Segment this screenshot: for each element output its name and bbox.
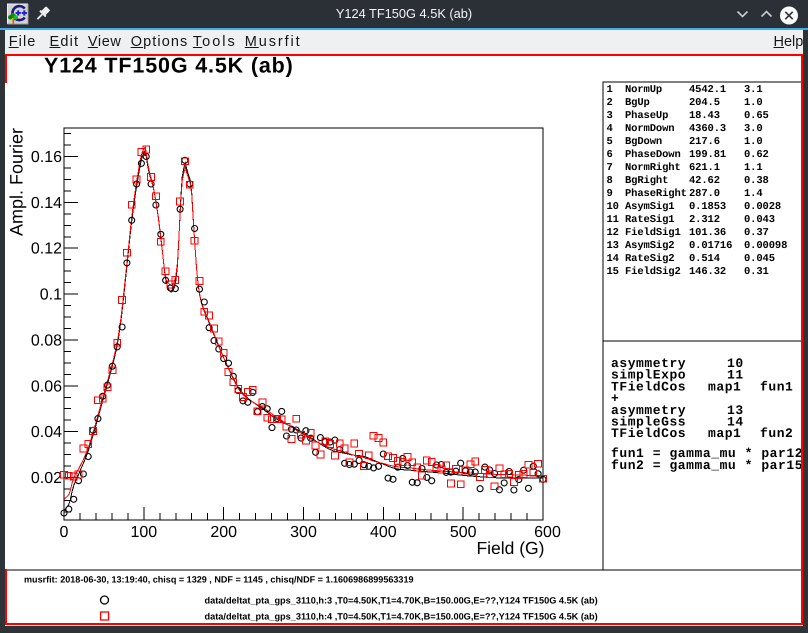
svg-text:15: 15 [607, 266, 619, 278]
svg-text:data/deltat_pta_gps_3110,h:4 ,: data/deltat_pta_gps_3110,h:4 ,T0=4.50K,T… [205, 612, 598, 622]
svg-text:NormUp: NormUp [625, 84, 662, 96]
svg-text:2.312: 2.312 [689, 214, 720, 226]
svg-text:0.16: 0.16 [31, 149, 62, 166]
svg-text:0.31: 0.31 [744, 266, 769, 278]
svg-text:0.045: 0.045 [744, 253, 775, 265]
svg-text:42.62: 42.62 [689, 175, 720, 187]
svg-text:0.38: 0.38 [744, 175, 769, 187]
svg-text:0.0028: 0.0028 [744, 201, 781, 213]
svg-text:Ampl. Fourier: Ampl. Fourier [7, 128, 27, 236]
svg-text:0.62: 0.62 [744, 149, 769, 161]
svg-text:101.36: 101.36 [689, 227, 726, 239]
svg-text:3.1: 3.1 [744, 84, 763, 96]
svg-text:PhaseDown: PhaseDown [625, 149, 681, 161]
svg-text:18.43: 18.43 [689, 110, 720, 122]
svg-text:0.06: 0.06 [31, 378, 62, 395]
svg-text:PhaseRight: PhaseRight [625, 188, 687, 200]
svg-text:fun2: fun2 [760, 426, 793, 441]
svg-text:simpleGss: simpleGss [611, 415, 686, 430]
svg-text:4360.3: 4360.3 [689, 123, 726, 135]
svg-text:NormDown: NormDown [625, 123, 674, 135]
svg-text:1: 1 [607, 84, 613, 96]
svg-text:1.0: 1.0 [744, 97, 763, 109]
svg-text:TFieldCos: TFieldCos [611, 379, 686, 394]
svg-text:AsymSig2: AsymSig2 [625, 240, 674, 252]
svg-text:13: 13 [607, 240, 619, 252]
svg-text:1.0: 1.0 [744, 136, 763, 148]
svg-text:map1: map1 [708, 379, 741, 394]
svg-text:199.81: 199.81 [689, 149, 726, 161]
svg-text:0: 0 [60, 524, 69, 541]
svg-text:10: 10 [607, 201, 619, 213]
svg-text:BgUp: BgUp [625, 97, 650, 109]
svg-text:data/deltat_pta_gps_3110,h:3 ,: data/deltat_pta_gps_3110,h:3 ,T0=4.50K,T… [205, 596, 598, 606]
svg-text:600: 600 [534, 524, 561, 541]
svg-text:287.0: 287.0 [689, 188, 720, 200]
svg-text:TFieldCos: TFieldCos [611, 426, 686, 441]
svg-text:RateSig2: RateSig2 [625, 253, 674, 265]
svg-text:0.04: 0.04 [31, 424, 62, 441]
svg-text:NormRight: NormRight [625, 162, 681, 174]
svg-text:Y124 TF150G 4.5K (ab): Y124 TF150G 4.5K (ab) [44, 56, 294, 78]
svg-text:5: 5 [607, 136, 613, 148]
svg-text:1.1: 1.1 [744, 162, 763, 174]
svg-text:0.01716: 0.01716 [689, 240, 732, 252]
svg-text:BgRight: BgRight [625, 175, 668, 187]
svg-text:BgDown: BgDown [625, 136, 662, 148]
svg-text:+: + [611, 391, 619, 406]
svg-text:200: 200 [210, 524, 237, 541]
svg-text:100: 100 [130, 524, 157, 541]
svg-text:Field (G): Field (G) [476, 538, 544, 558]
svg-text:0.12: 0.12 [31, 241, 62, 258]
svg-text:asymmetry: asymmetry [611, 356, 686, 371]
svg-text:13: 13 [727, 403, 744, 418]
svg-text:4542.1: 4542.1 [689, 84, 726, 96]
svg-text:3: 3 [607, 110, 613, 122]
svg-text:0.37: 0.37 [744, 227, 769, 239]
svg-text:map1: map1 [708, 426, 741, 441]
svg-text:0.02: 0.02 [31, 470, 62, 487]
svg-text:asymmetry: asymmetry [611, 403, 686, 418]
svg-text:14: 14 [727, 415, 744, 430]
svg-text:12: 12 [607, 227, 619, 239]
svg-text:0.08: 0.08 [31, 332, 62, 349]
svg-text:500: 500 [450, 524, 477, 541]
svg-text:simplExpo: simplExpo [611, 368, 686, 383]
svg-text:4: 4 [607, 123, 613, 135]
svg-text:0.043: 0.043 [744, 214, 775, 226]
svg-text:146.32: 146.32 [689, 266, 726, 278]
svg-text:14: 14 [607, 253, 619, 265]
svg-text:11: 11 [607, 214, 619, 226]
svg-text:RateSig1: RateSig1 [625, 214, 674, 226]
svg-text:3.0: 3.0 [744, 123, 763, 135]
svg-text:0.14: 0.14 [31, 195, 62, 212]
svg-text:204.5: 204.5 [689, 97, 720, 109]
svg-text:2: 2 [607, 97, 613, 109]
svg-text:300: 300 [290, 524, 317, 541]
svg-text:621.1: 621.1 [689, 162, 720, 174]
svg-text:0.00098: 0.00098 [744, 240, 787, 252]
svg-text:FieldSig1: FieldSig1 [625, 227, 681, 239]
svg-text:8: 8 [607, 175, 613, 187]
svg-text:PhaseUp: PhaseUp [625, 110, 668, 122]
svg-text:11: 11 [727, 368, 744, 383]
svg-text:0.65: 0.65 [744, 110, 769, 122]
svg-text:fun2 = gamma_mu * par15: fun2 = gamma_mu * par15 [611, 458, 801, 473]
svg-text:1.4: 1.4 [744, 188, 763, 200]
svg-text:217.6: 217.6 [689, 136, 720, 148]
svg-text:0.514: 0.514 [689, 253, 720, 265]
svg-text:0.1853: 0.1853 [689, 201, 726, 213]
svg-text:10: 10 [727, 356, 744, 371]
svg-text:6: 6 [607, 149, 613, 161]
svg-text:400: 400 [370, 524, 397, 541]
svg-text:9: 9 [607, 188, 613, 200]
svg-text:fun1: fun1 [760, 379, 793, 394]
svg-text:musrfit: 2018-06-30, 13:19:40,: musrfit: 2018-06-30, 13:19:40, chisq = 1… [24, 575, 414, 585]
svg-text:FieldSig2: FieldSig2 [625, 266, 681, 278]
svg-text:fun1 = gamma_mu * par12: fun1 = gamma_mu * par12 [611, 446, 801, 461]
svg-text:7: 7 [607, 162, 613, 174]
svg-text:AsymSig1: AsymSig1 [625, 201, 674, 213]
svg-text:0.1: 0.1 [40, 287, 62, 304]
